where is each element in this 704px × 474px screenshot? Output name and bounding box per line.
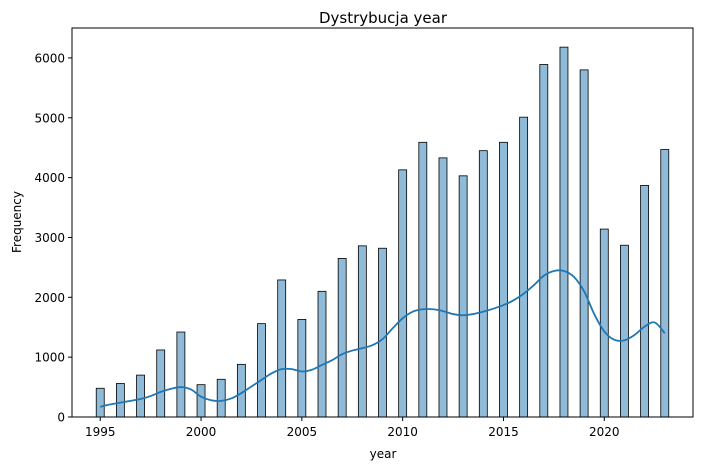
bar-2000	[196, 384, 206, 418]
bar-1997	[136, 374, 145, 418]
x-tick-label-2015: 2015	[488, 425, 519, 439]
bar-2012	[438, 157, 448, 418]
bar-2018	[559, 46, 569, 418]
bar-2009	[378, 247, 387, 418]
x-tick-label-2020: 2020	[589, 425, 620, 439]
bar-2011	[418, 141, 428, 418]
bar-2017	[539, 64, 549, 418]
x-tick-label-2005: 2005	[287, 425, 318, 439]
y-tick-label-5000: 5000	[34, 111, 65, 125]
kde-line	[100, 269, 666, 408]
bar-1996	[115, 383, 125, 418]
bar-2010	[398, 169, 408, 418]
x-tick-label-2000: 2000	[186, 425, 217, 439]
bar-2021	[620, 244, 629, 418]
y-tick-label-6000: 6000	[34, 51, 65, 65]
bar-2007	[337, 258, 347, 418]
kde-layer	[100, 269, 666, 408]
y-tick-label-3000: 3000	[34, 231, 65, 245]
bar-1995	[95, 387, 105, 418]
y-tick-label-2000: 2000	[34, 291, 65, 305]
bar-2019	[579, 69, 589, 418]
bar-2003	[257, 323, 266, 418]
x-axis-label: year	[370, 447, 397, 461]
bar-2020	[599, 228, 609, 418]
bar-1999	[176, 331, 186, 418]
x-tick-label-2010: 2010	[387, 425, 418, 439]
y-tick-label-0: 0	[57, 411, 65, 425]
bar-1998	[156, 349, 166, 418]
y-tick-label-1000: 1000	[34, 351, 65, 365]
y-axis-label: Frequency	[10, 191, 24, 253]
bar-2004	[277, 279, 287, 418]
bar-2008	[357, 245, 367, 418]
bar-2001	[216, 378, 226, 418]
x-tick-label-1995: 1995	[85, 425, 116, 439]
x-axis: 1995 2000 2005 2010 2015 2020	[85, 417, 620, 439]
bars-layer	[95, 46, 670, 418]
plot-frame	[71, 27, 694, 418]
bar-2015	[499, 141, 508, 418]
bar-2023	[660, 149, 670, 418]
y-axis: 0 1000 2000 3000 4000 5000 6000	[34, 51, 72, 425]
bar-2005	[297, 319, 307, 418]
bar-2022	[640, 184, 650, 418]
y-tick-label-4000: 4000	[34, 171, 65, 185]
bar-2014	[478, 150, 488, 418]
bar-2013	[458, 175, 468, 418]
bar-2006	[317, 290, 327, 418]
chart-title: Dystrybucja year	[319, 9, 448, 27]
bar-2016	[519, 116, 529, 418]
